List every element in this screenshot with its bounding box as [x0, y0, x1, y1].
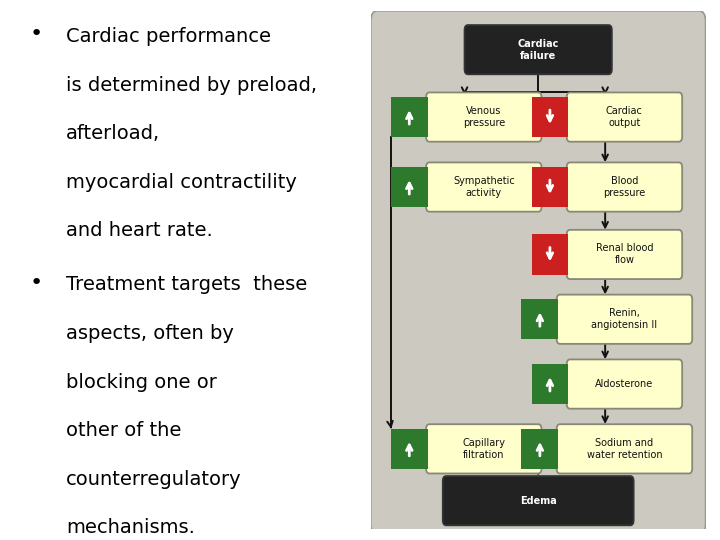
- Text: mechanisms.: mechanisms.: [66, 518, 195, 537]
- Text: myocardial contractility: myocardial contractility: [66, 173, 297, 192]
- FancyBboxPatch shape: [567, 92, 682, 141]
- Text: Sodium and
water retention: Sodium and water retention: [587, 438, 662, 460]
- Text: Venous
pressure: Venous pressure: [463, 106, 505, 128]
- FancyBboxPatch shape: [521, 429, 558, 469]
- Text: Edema: Edema: [520, 496, 557, 505]
- Text: Cardiac
failure: Cardiac failure: [518, 39, 559, 60]
- FancyBboxPatch shape: [567, 163, 682, 212]
- Text: Cardiac performance: Cardiac performance: [66, 27, 271, 46]
- Text: •: •: [30, 273, 42, 293]
- FancyBboxPatch shape: [426, 92, 541, 141]
- Text: •: •: [30, 24, 42, 44]
- Text: and heart rate.: and heart rate.: [66, 221, 212, 240]
- Text: Aldosterone: Aldosterone: [595, 379, 654, 389]
- Text: afterload,: afterload,: [66, 124, 160, 143]
- FancyBboxPatch shape: [371, 11, 706, 535]
- FancyBboxPatch shape: [521, 299, 558, 339]
- FancyBboxPatch shape: [391, 429, 428, 469]
- FancyBboxPatch shape: [443, 476, 634, 525]
- FancyBboxPatch shape: [567, 230, 682, 279]
- Text: Renin,
angiotensin II: Renin, angiotensin II: [591, 308, 657, 330]
- FancyBboxPatch shape: [531, 167, 568, 207]
- FancyBboxPatch shape: [557, 424, 692, 474]
- FancyBboxPatch shape: [391, 167, 428, 207]
- FancyBboxPatch shape: [391, 97, 428, 137]
- FancyBboxPatch shape: [464, 25, 612, 75]
- FancyBboxPatch shape: [426, 424, 541, 474]
- Text: Cardiac
output: Cardiac output: [606, 106, 643, 128]
- FancyBboxPatch shape: [567, 360, 682, 409]
- FancyBboxPatch shape: [531, 97, 568, 137]
- Text: Capillary
filtration: Capillary filtration: [462, 438, 505, 460]
- Text: Sympathetic
activity: Sympathetic activity: [453, 176, 515, 198]
- Text: blocking one or: blocking one or: [66, 373, 217, 392]
- Text: is determined by preload,: is determined by preload,: [66, 76, 317, 94]
- FancyBboxPatch shape: [531, 364, 568, 404]
- FancyBboxPatch shape: [557, 295, 692, 344]
- Text: Treatment targets  these: Treatment targets these: [66, 275, 307, 294]
- Text: counterregulatory: counterregulatory: [66, 470, 242, 489]
- FancyBboxPatch shape: [531, 234, 568, 274]
- Text: aspects, often by: aspects, often by: [66, 324, 234, 343]
- Text: Blood
pressure: Blood pressure: [603, 176, 646, 198]
- Text: other of the: other of the: [66, 421, 181, 440]
- Text: Renal blood
flow: Renal blood flow: [595, 244, 653, 266]
- FancyBboxPatch shape: [426, 163, 541, 212]
